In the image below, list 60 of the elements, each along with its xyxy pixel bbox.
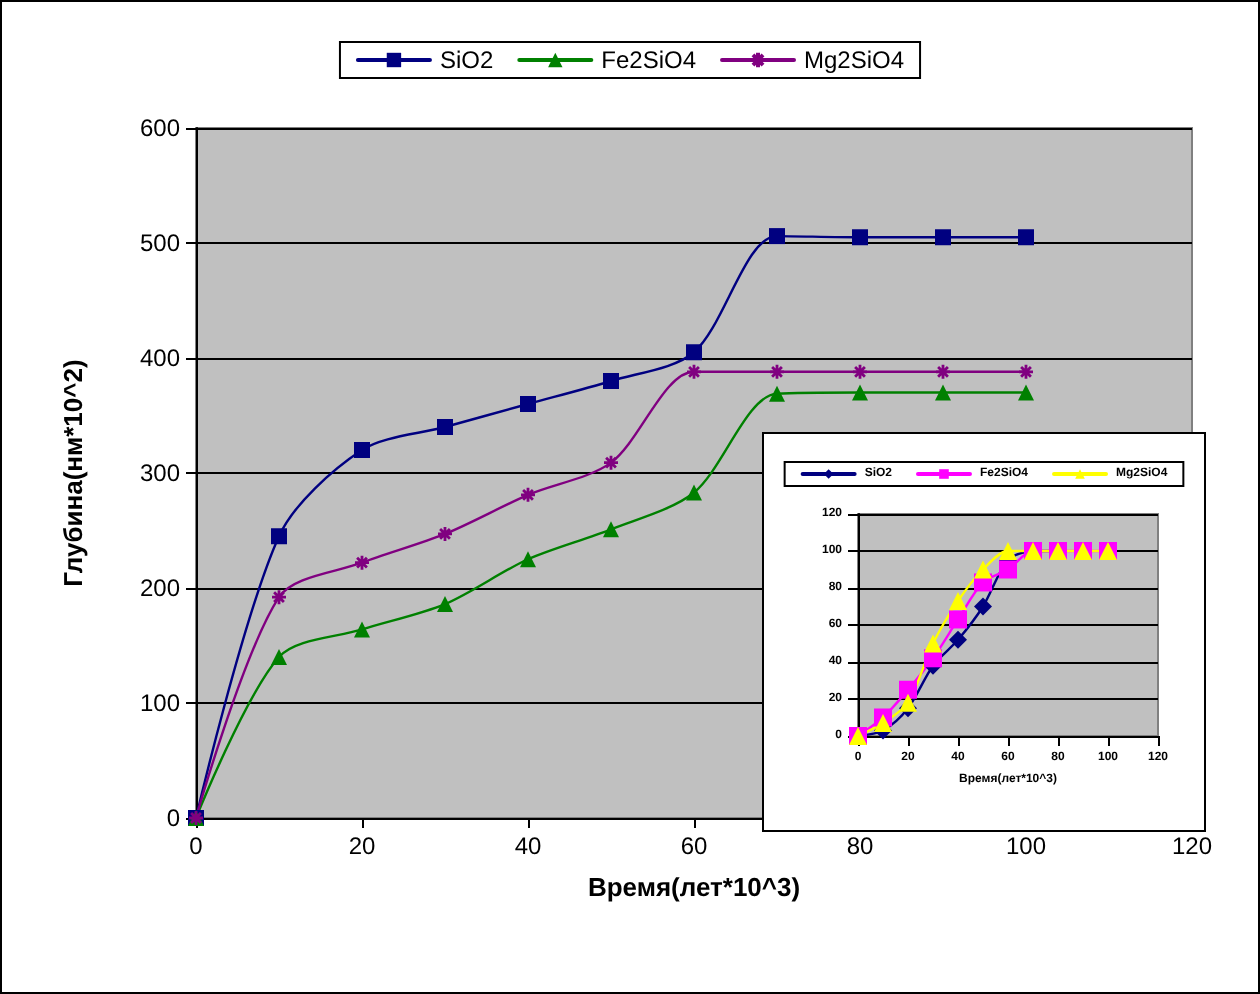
point: [602, 454, 620, 472]
point: [852, 384, 868, 401]
point: [603, 521, 619, 538]
y-tick-label: 500: [139, 229, 181, 257]
point: [935, 229, 951, 246]
x-tick-label: 120: [1171, 832, 1213, 860]
point: [353, 554, 371, 572]
legend-label: Mg2SiO4: [804, 46, 905, 74]
point: [1018, 229, 1034, 246]
point: [437, 596, 453, 613]
point: [686, 344, 702, 361]
point: [924, 634, 942, 653]
y-tick-label: 400: [139, 344, 181, 372]
point: [974, 597, 992, 616]
y-tick-label: 600: [139, 114, 181, 142]
point: [769, 385, 785, 402]
point: [769, 228, 785, 245]
x-tick-label: 80: [846, 832, 874, 860]
y-tick-label: 200: [139, 574, 181, 602]
y-tick-label: 0: [166, 804, 181, 832]
legend-label: Fe2SiO4: [601, 46, 697, 74]
point: [520, 396, 536, 412]
x-tick-label: 100: [1005, 832, 1047, 860]
point: [520, 551, 536, 568]
point: [271, 528, 287, 545]
point: [436, 525, 454, 543]
point: [686, 484, 702, 501]
point: [899, 680, 917, 699]
point: [437, 419, 453, 435]
point: [999, 560, 1017, 579]
x-tick-label: 60: [680, 832, 708, 860]
point: [949, 610, 967, 629]
point: [851, 363, 869, 381]
point: [768, 363, 786, 381]
point: [949, 591, 967, 610]
x-tick-label: 40: [514, 832, 542, 860]
point: [1017, 363, 1035, 381]
point: [271, 649, 287, 665]
point: [354, 621, 370, 638]
point: [354, 442, 370, 458]
legend-label: SiO2: [439, 46, 494, 74]
point: [974, 560, 992, 579]
point: [949, 630, 967, 649]
y-tick-label: 100: [139, 689, 181, 717]
point: [1018, 384, 1034, 401]
x-tick-label: 20: [348, 832, 376, 860]
point: [899, 693, 917, 712]
point: [685, 363, 703, 381]
point: [519, 486, 537, 504]
x-tick-label: 0: [189, 832, 204, 860]
point: [852, 229, 868, 246]
x-axis-title: Время(лет*10^3): [587, 872, 801, 902]
point: [934, 363, 952, 381]
point: [270, 588, 288, 606]
point: [603, 373, 619, 389]
y-tick-label: 300: [139, 459, 181, 487]
point: [935, 384, 951, 401]
point: [874, 714, 892, 733]
y-axis-title: Глубина(нм*10^2): [58, 359, 88, 587]
point: [999, 542, 1017, 560]
